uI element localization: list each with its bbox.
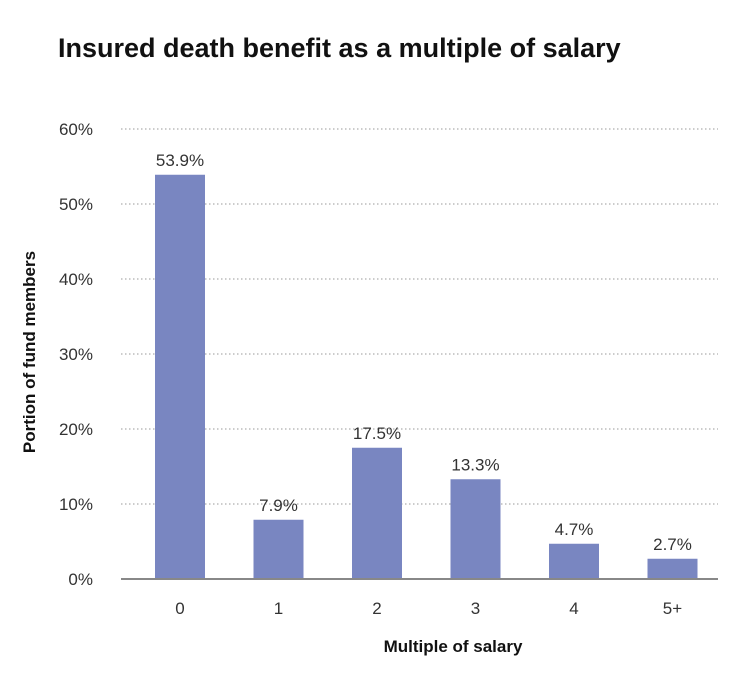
data-label-0: 53.9%: [156, 151, 204, 170]
x-tick-label-2: 2: [372, 599, 381, 618]
data-label-4: 4.7%: [555, 520, 594, 539]
data-label-3: 13.3%: [451, 455, 499, 474]
x-tick-labels: 0 1 2 3 4 5+: [175, 599, 682, 618]
x-tick-label-1: 1: [274, 599, 283, 618]
y-axis-title: Portion of fund members: [20, 251, 39, 453]
x-tick-label-3: 3: [471, 599, 480, 618]
bars: [155, 174, 698, 579]
y-tick-label: 20%: [59, 420, 93, 439]
x-tick-label-5+: 5+: [663, 599, 682, 618]
bar-1: [253, 519, 304, 579]
gridlines: [121, 128, 718, 505]
y-tick-label: 30%: [59, 345, 93, 364]
y-tick-label: 50%: [59, 195, 93, 214]
data-labels: 53.9% 7.9% 17.5% 13.3% 4.7% 2.7%: [156, 151, 692, 554]
y-tick-labels: 0% 10% 20% 30% 40% 50% 60%: [59, 120, 93, 589]
data-label-1: 7.9%: [259, 496, 298, 515]
y-tick-label: 0%: [68, 570, 93, 589]
y-tick-label: 60%: [59, 120, 93, 139]
bar-2: [352, 447, 402, 579]
bar-0: [155, 174, 205, 579]
chart-title: Insured death benefit as a multiple of s…: [58, 33, 621, 63]
y-tick-label: 40%: [59, 270, 93, 289]
data-label-2: 17.5%: [353, 424, 401, 443]
y-tick-label: 10%: [59, 495, 93, 514]
x-axis-title: Multiple of salary: [384, 637, 523, 656]
x-tick-label-0: 0: [175, 599, 184, 618]
bar-4: [549, 543, 599, 579]
bar-5+: [647, 558, 698, 579]
x-tick-label-4: 4: [569, 599, 578, 618]
data-label-5+: 2.7%: [653, 535, 692, 554]
bar-3: [450, 479, 501, 579]
